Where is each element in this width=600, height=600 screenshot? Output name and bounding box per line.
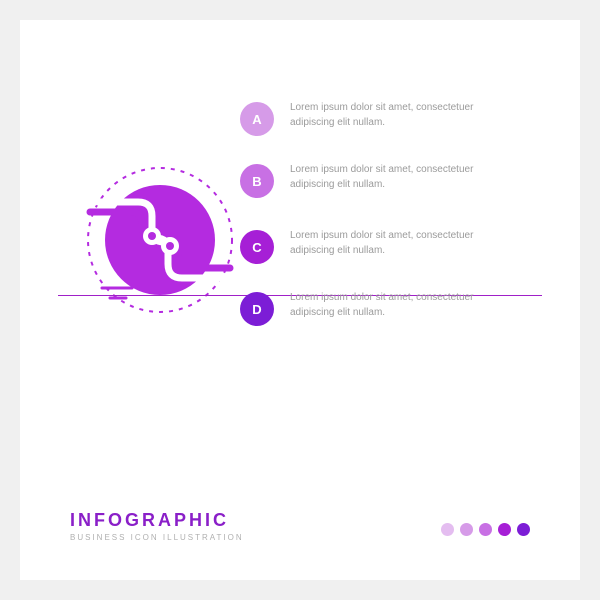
- footer-title: INFOGRAPHIC: [70, 510, 244, 531]
- palette-dot: [498, 523, 511, 536]
- list-item: D Lorem ipsum dolor sit amet, consectetue…: [240, 290, 540, 326]
- item-text: Lorem ipsum dolor sit amet, consectetuer…: [290, 100, 520, 130]
- footer-text: INFOGRAPHIC BUSINESS ICON ILLUSTRATION: [70, 510, 244, 542]
- footer-dots: [441, 523, 530, 536]
- list-item: A Lorem ipsum dolor sit amet, consectetue…: [240, 100, 540, 136]
- list-item: C Lorem ipsum dolor sit amet, consectetue…: [240, 228, 540, 264]
- item-text: Lorem ipsum dolor sit amet, consectetuer…: [290, 162, 520, 192]
- item-badge: C: [240, 230, 274, 264]
- item-badge: D: [240, 292, 274, 326]
- palette-dot: [479, 523, 492, 536]
- item-text: Lorem ipsum dolor sit amet, consectetuer…: [290, 290, 520, 320]
- footer-subtitle: BUSINESS ICON ILLUSTRATION: [70, 533, 244, 542]
- chain-connection-icon: [80, 160, 240, 320]
- palette-dot: [441, 523, 454, 536]
- infographic-card: A Lorem ipsum dolor sit amet, consectetue…: [20, 20, 580, 580]
- item-badge: B: [240, 164, 274, 198]
- list-item: B Lorem ipsum dolor sit amet, consectetue…: [240, 162, 540, 198]
- main-icon: [80, 160, 240, 320]
- item-list: A Lorem ipsum dolor sit amet, consectetue…: [240, 100, 540, 352]
- item-text: Lorem ipsum dolor sit amet, consectetuer…: [290, 228, 520, 258]
- palette-dot: [460, 523, 473, 536]
- palette-dot: [517, 523, 530, 536]
- item-badge: A: [240, 102, 274, 136]
- footer: INFOGRAPHIC BUSINESS ICON ILLUSTRATION: [70, 510, 530, 542]
